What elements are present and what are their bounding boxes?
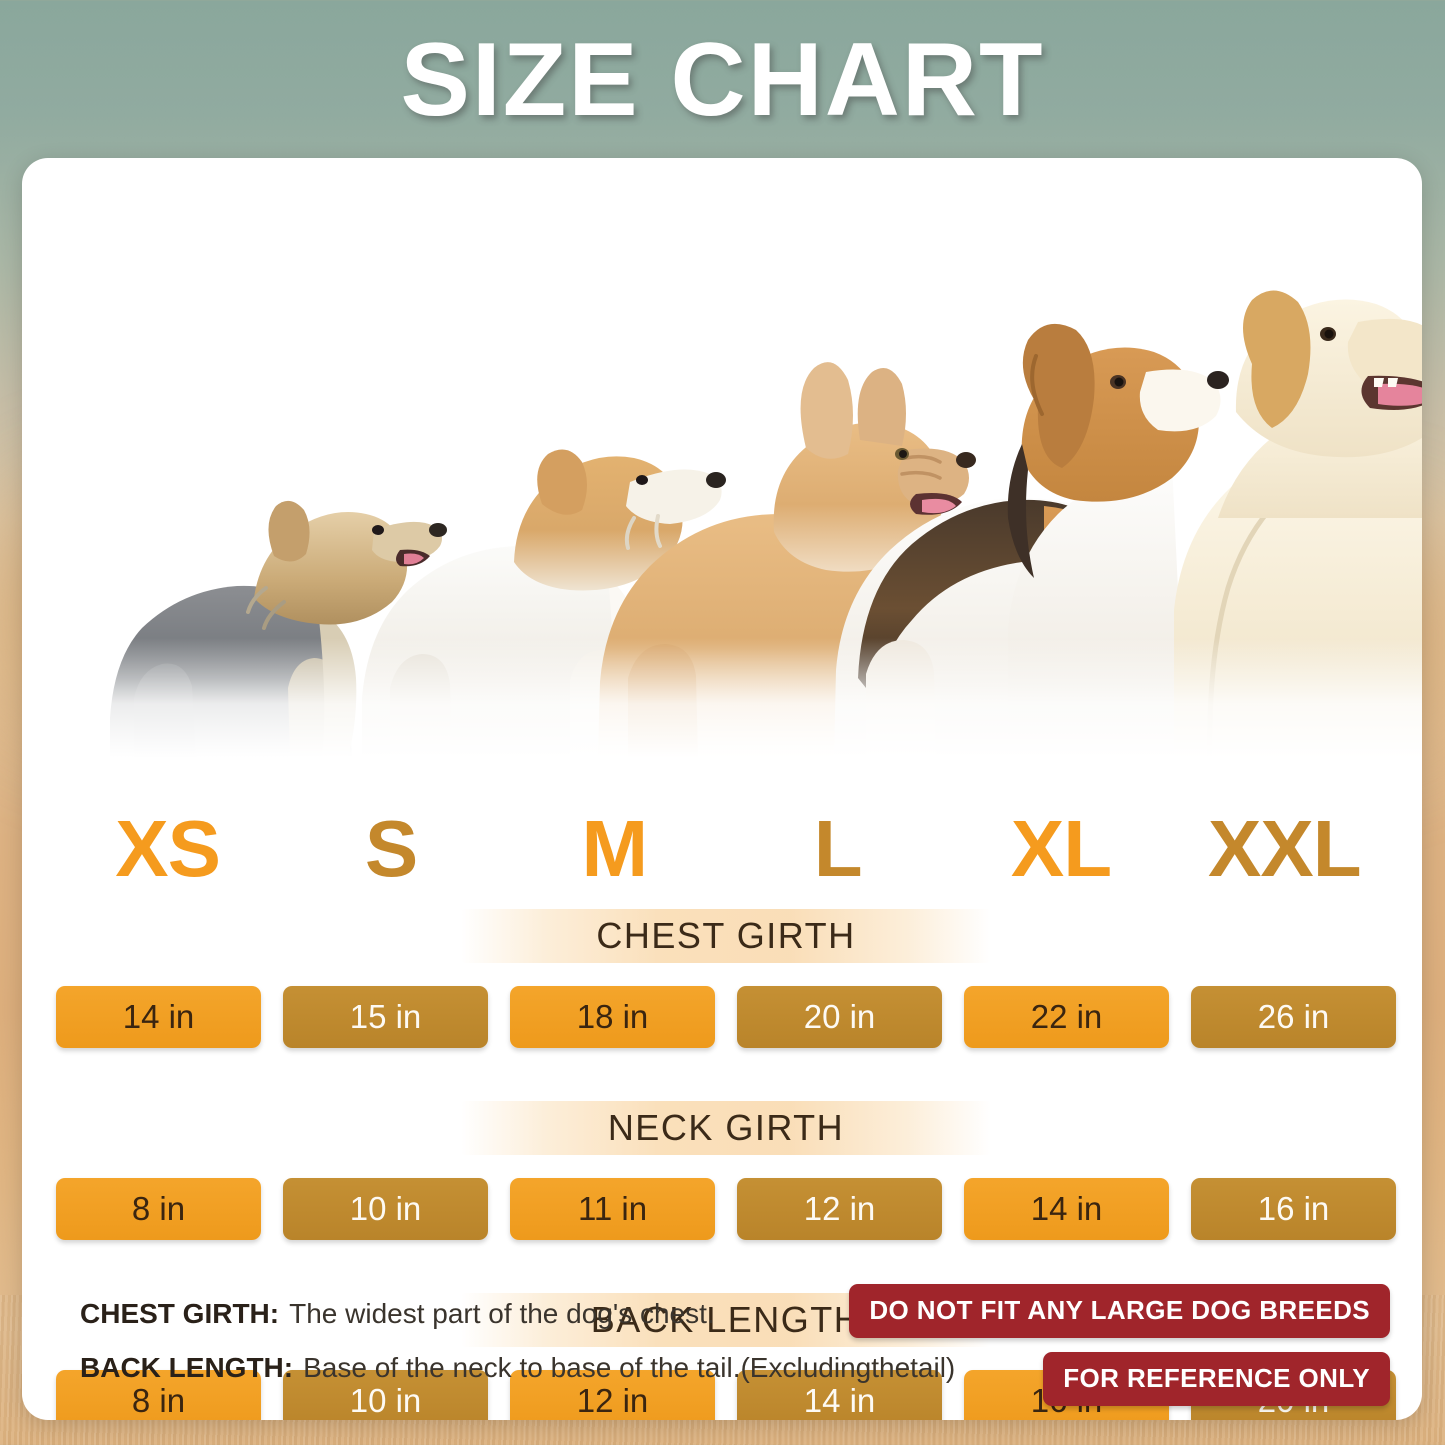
value-chest-m: 18 in xyxy=(510,986,715,1048)
value-neck-m: 11 in xyxy=(510,1178,715,1240)
value-chest-s: 15 in xyxy=(283,986,488,1048)
size-label-xs: XS xyxy=(113,804,224,893)
value-chest-l: 20 in xyxy=(737,986,942,1048)
size-label-l: L xyxy=(811,804,865,893)
dog-lineup-illustration xyxy=(22,158,1422,758)
size-cell-xs: XS xyxy=(56,803,279,895)
badge-no-large-breeds: DO NOT FIT ANY LARGE DOG BREEDS xyxy=(849,1284,1390,1338)
section-header-chest-girth: CHEST GIRTH xyxy=(56,908,1396,964)
value-chest-xxl: 26 in xyxy=(1191,986,1396,1048)
size-cell-l: L xyxy=(726,803,949,895)
size-chart-card: XS S M L XL XXL CHEST GIRTH 14 in 15 in … xyxy=(22,158,1422,1420)
section-chest-girth: CHEST GIRTH 14 in 15 in 18 in 20 in 22 i… xyxy=(56,908,1396,1048)
measurement-legend: CHEST GIRTH: The widest part of the dog'… xyxy=(80,1298,960,1406)
value-neck-xl: 14 in xyxy=(964,1178,1169,1240)
size-label-m: M xyxy=(579,804,651,893)
section-neck-girth: NECK GIRTH 8 in 10 in 11 in 12 in 14 in … xyxy=(56,1100,1396,1240)
legend-term-back-length: BACK LENGTH: xyxy=(80,1352,294,1383)
section-back-length: BACK LENGTH 8 in 10 in 12 in 14 in 16 in… xyxy=(56,1292,1396,1420)
value-neck-xxl: 16 in xyxy=(1191,1178,1396,1240)
value-row-back-length: 8 in 10 in 12 in 14 in 16 in 20 in xyxy=(56,1370,1396,1420)
legend-desc-chest-girth: The widest part of the dog's chest. xyxy=(289,1298,715,1329)
size-label-row: XS S M L XL XXL xyxy=(56,803,1396,895)
size-cell-m: M xyxy=(503,803,726,895)
size-label-xxl: XXL xyxy=(1206,804,1365,893)
section-title-chest-girth: CHEST GIRTH xyxy=(596,915,856,956)
size-label-xl: XL xyxy=(1008,804,1114,893)
size-cell-xl: XL xyxy=(949,803,1172,895)
value-chest-xl: 22 in xyxy=(964,986,1169,1048)
legend-line-chest-girth: CHEST GIRTH: The widest part of the dog'… xyxy=(80,1298,960,1330)
value-row-chest-girth: 14 in 15 in 18 in 20 in 22 in 26 in xyxy=(56,986,1396,1048)
legend-term-chest-girth: CHEST GIRTH: xyxy=(80,1298,280,1329)
legend-desc-back-length: Base of the neck to base of the tail.(Ex… xyxy=(303,1352,956,1383)
size-label-s: S xyxy=(362,804,420,893)
legend-line-back-length: BACK LENGTH: Base of the neck to base of… xyxy=(80,1352,960,1384)
value-neck-s: 10 in xyxy=(283,1178,488,1240)
section-header-neck-girth: NECK GIRTH xyxy=(56,1100,1396,1156)
value-back-s: 10 in xyxy=(283,1370,488,1420)
photo-fade-overlay xyxy=(22,638,1422,758)
warning-badges: DO NOT FIT ANY LARGE DOG BREEDS FOR REFE… xyxy=(849,1284,1390,1406)
section-title-neck-girth: NECK GIRTH xyxy=(607,1107,845,1148)
value-chest-xs: 14 in xyxy=(56,986,261,1048)
card-footer: CHEST GIRTH: The widest part of the dog'… xyxy=(22,1270,1422,1420)
value-neck-xs: 8 in xyxy=(56,1178,261,1240)
value-back-xs: 8 in xyxy=(56,1370,261,1420)
value-neck-l: 12 in xyxy=(737,1178,942,1240)
page-title: SIZE CHART xyxy=(400,22,1045,138)
badge-reference-only: FOR REFERENCE ONLY xyxy=(1043,1352,1390,1406)
value-row-neck-girth: 8 in 10 in 11 in 12 in 14 in 16 in xyxy=(56,1178,1396,1240)
section-title-back-length: BACK LENGTH xyxy=(590,1299,862,1340)
value-back-l: 14 in xyxy=(737,1370,942,1420)
value-back-m: 12 in xyxy=(510,1370,715,1420)
size-cell-xxl: XXL xyxy=(1173,803,1396,895)
size-cell-s: S xyxy=(279,803,502,895)
section-header-back-length: BACK LENGTH xyxy=(56,1292,1396,1348)
